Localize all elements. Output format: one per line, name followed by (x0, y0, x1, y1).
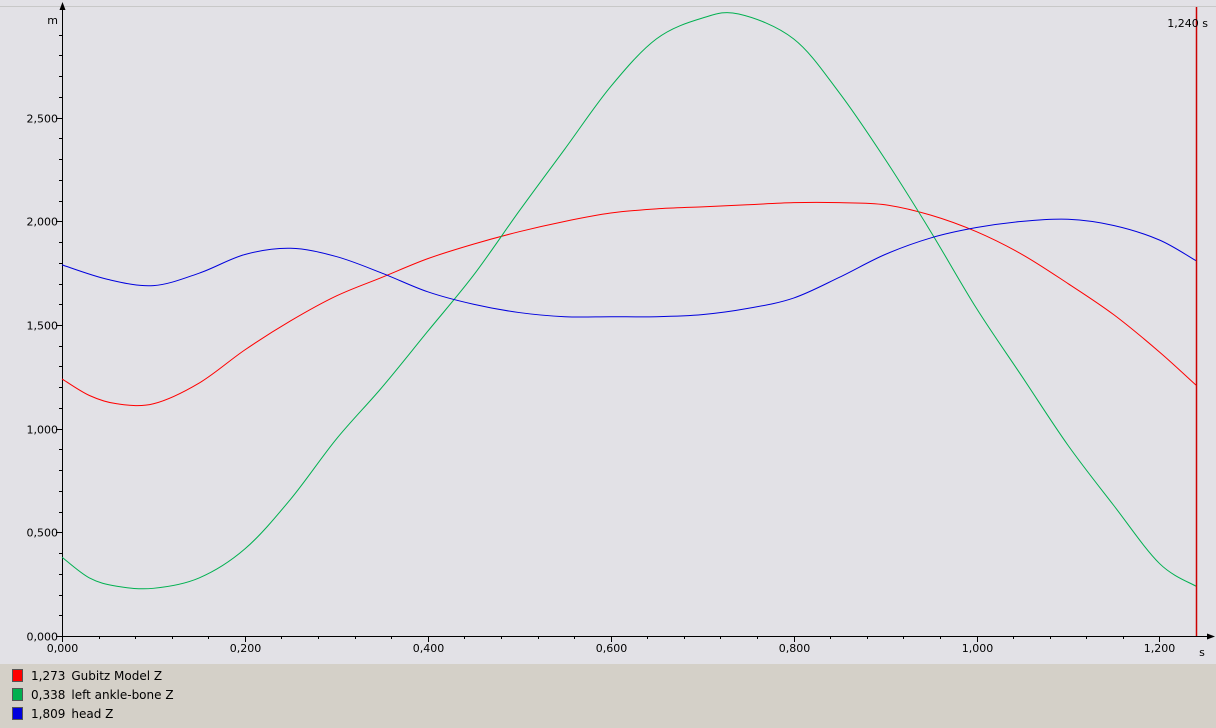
y-tick-label: 0,500 (27, 527, 59, 540)
series-line-head-z (61, 218, 1197, 318)
x-tick-label: 0,400 (413, 642, 445, 655)
y-tick-label: 1,000 (27, 424, 59, 437)
legend-label: left ankle-bone Z (71, 687, 174, 702)
x-tick-label: 0,000 (47, 642, 79, 655)
x-unit-label: s (1199, 646, 1205, 659)
legend-value: 1,273 (31, 668, 66, 683)
legend-value: 1,809 (31, 706, 66, 721)
legend-item-left-ankle-bone[interactable]: 0,338 left ankle-bone Z (12, 685, 174, 704)
series-line-gubitz-model-z (61, 201, 1197, 407)
legend: 1,273 Gubitz Model Z 0,338 left ankle-bo… (0, 666, 1216, 728)
legend-value: 0,338 (31, 687, 66, 702)
y-unit-label: m (47, 14, 58, 27)
x-tick-label: 0,600 (596, 642, 628, 655)
series-line-left-ankle-bone-z (61, 12, 1197, 590)
chart-area: 0,000 0,500 1,000 1,500 2,000 2,500 0,000 0,200… (0, 0, 1216, 664)
line-chart: 0,000 0,500 1,000 1,500 2,000 2,500 0,000 0,200… (0, 0, 1216, 664)
x-tick-label: 1,000 (962, 642, 994, 655)
x-tick-label: 0,800 (779, 642, 811, 655)
y-tick-label: 2,000 (27, 216, 59, 229)
x-tick-label: 0,200 (230, 642, 262, 655)
x-tick-label: 1,200 (1144, 642, 1176, 655)
legend-swatch-green (12, 688, 23, 701)
y-axis-arrow-icon (59, 2, 66, 10)
legend-swatch-red (12, 669, 23, 682)
x-axis-arrow-icon (1207, 633, 1215, 640)
legend-swatch-blue (12, 707, 23, 720)
legend-item-gubitz-model[interactable]: 1,273 Gubitz Model Z (12, 666, 162, 685)
y-tick-label: 2,500 (27, 113, 59, 126)
y-tick-label: 1,500 (27, 320, 59, 333)
legend-item-head[interactable]: 1,809 head Z (12, 704, 113, 723)
plot-background (0, 0, 1216, 664)
legend-label: Gubitz Model Z (71, 668, 163, 683)
y-tick-label: 0,000 (27, 631, 59, 644)
legend-label: head Z (71, 706, 114, 721)
time-cursor-label: 1,240 s (1167, 17, 1208, 30)
